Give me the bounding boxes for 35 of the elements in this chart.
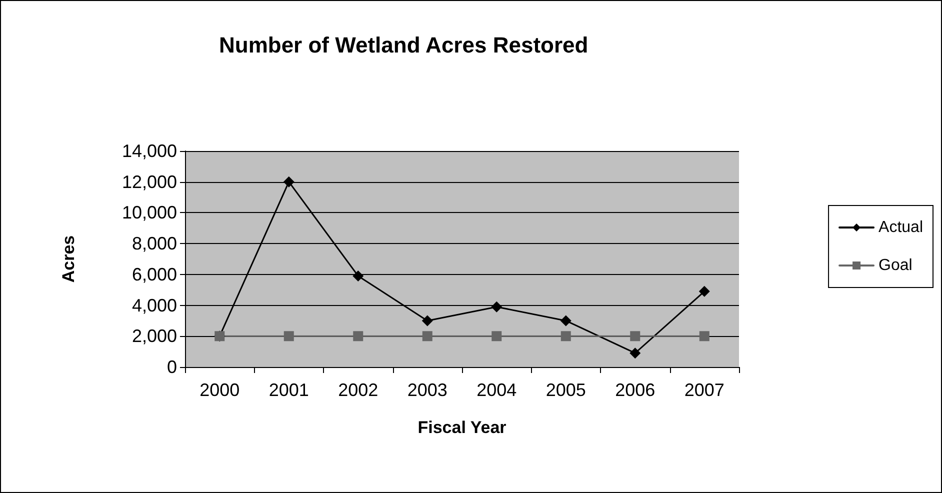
x-tick-label: 2002 bbox=[338, 380, 378, 400]
y-tick-label: 12,000 bbox=[122, 172, 177, 192]
point bbox=[353, 331, 364, 342]
point bbox=[283, 176, 294, 188]
point bbox=[492, 331, 502, 342]
point bbox=[630, 331, 640, 342]
y-tick-label: 4,000 bbox=[132, 295, 177, 316]
y-tick-label: 0 bbox=[166, 357, 177, 377]
x-tick-label: 2003 bbox=[407, 380, 448, 400]
y-tick-label: 8,000 bbox=[132, 234, 177, 254]
x-axis-title: Fiscal Year bbox=[418, 418, 507, 437]
x-tick-label: 2007 bbox=[684, 380, 724, 400]
y-tick-label: 10,000 bbox=[122, 202, 177, 223]
x-tick-label: 2004 bbox=[476, 380, 517, 400]
legend-label: Goal bbox=[878, 257, 912, 274]
x-tick-label: 2005 bbox=[546, 380, 586, 400]
y-tick-label: 14,000 bbox=[122, 141, 177, 161]
chart-title: Number of Wetland Acres Restored bbox=[219, 32, 588, 58]
y-tick-label: 2,000 bbox=[132, 326, 177, 346]
point bbox=[284, 331, 294, 342]
x-tick-label: 2000 bbox=[200, 380, 240, 400]
point bbox=[560, 331, 571, 342]
point bbox=[422, 331, 432, 342]
x-tick-label: 2006 bbox=[615, 380, 656, 400]
point bbox=[699, 331, 710, 342]
legend-label: Actual bbox=[878, 219, 923, 236]
x-tick-label: 2001 bbox=[268, 380, 309, 400]
point bbox=[630, 348, 641, 359]
point bbox=[491, 301, 502, 312]
point bbox=[560, 315, 572, 326]
point bbox=[698, 286, 710, 297]
y-axis-title: Acres bbox=[59, 235, 78, 283]
y-tick-label: 6,000 bbox=[132, 264, 177, 284]
point bbox=[422, 315, 433, 326]
point bbox=[352, 270, 364, 282]
